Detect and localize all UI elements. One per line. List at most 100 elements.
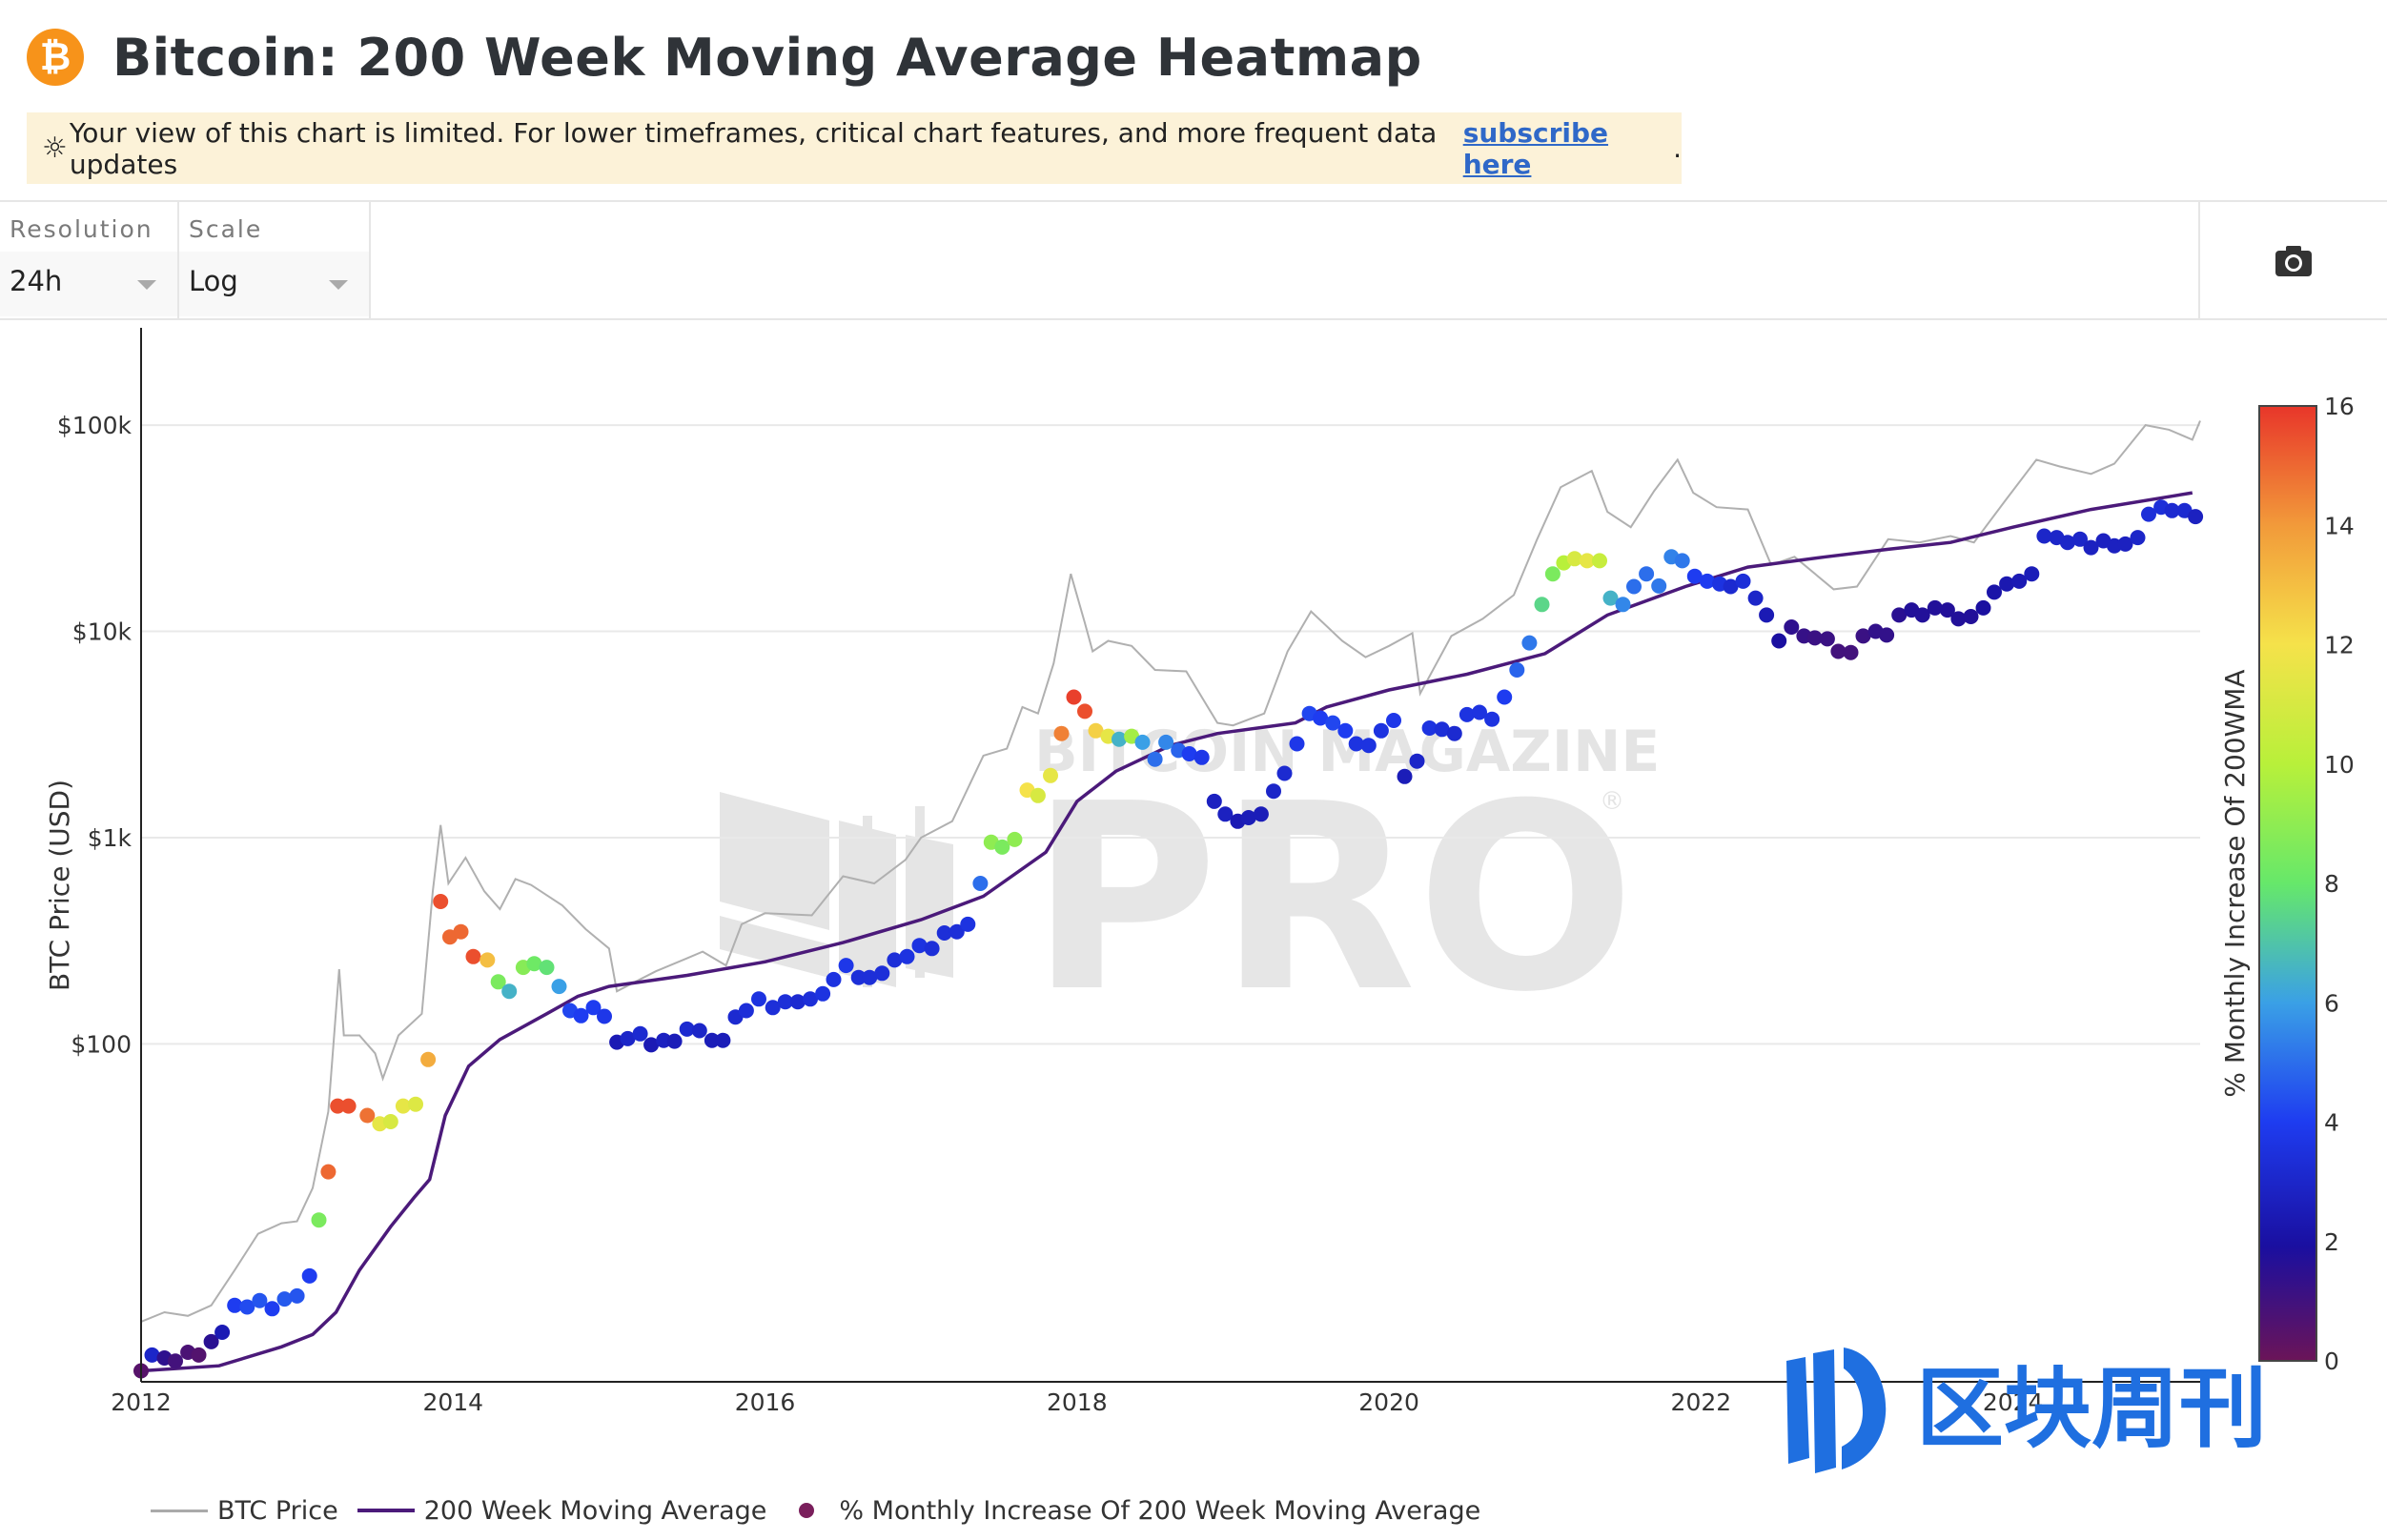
heatmap-point — [539, 960, 555, 976]
legend-item-btc-price[interactable]: BTC Price — [151, 1496, 338, 1526]
heatmap-point — [1147, 751, 1163, 767]
heatmap-point — [803, 991, 818, 1007]
scale-label: Scale — [189, 215, 263, 243]
legend-swatch — [357, 1509, 415, 1512]
heatmap-point — [1472, 704, 1487, 720]
heatmap-point — [490, 974, 506, 990]
heatmap-point — [1053, 725, 1070, 741]
scale-control: Scale Log — [179, 202, 371, 320]
resolution-select[interactable]: 24h — [0, 252, 177, 316]
x-tick-label: 2024 — [1983, 1388, 2044, 1416]
colorbar-tick-label: 16 — [2324, 393, 2355, 420]
heatmap-point — [2011, 573, 2028, 589]
y-axis-title: BTC Price (USD) — [44, 780, 75, 991]
heatmap-point — [1771, 633, 1787, 649]
heatmap-point — [862, 969, 878, 985]
heatmap-point — [1181, 746, 1197, 761]
heatmap-point — [1421, 720, 1438, 736]
resolution-control: Resolution 24h — [0, 202, 179, 320]
heatmap-point — [1735, 573, 1751, 589]
heatmap-point — [1521, 635, 1538, 651]
heatmap-point — [1592, 553, 1607, 569]
page-title: Bitcoin: 200 Week Moving Average Heatmap — [112, 27, 1422, 88]
heatmap-point — [479, 952, 496, 968]
heatmap-point — [1963, 609, 1979, 624]
colorbar-tick-label: 14 — [2324, 512, 2355, 539]
heatmap-point — [573, 1007, 589, 1023]
heatmap-point — [1373, 722, 1389, 739]
heatmap-point — [994, 839, 1010, 855]
heatmap-point — [666, 1033, 683, 1049]
page-header: ₿ Bitcoin: 200 Week Moving Average Heatm… — [27, 23, 1422, 91]
heatmap-point — [289, 1287, 305, 1304]
legend-item-monthly-increase[interactable]: % Monthly Increase Of 200 Week Moving Av… — [785, 1496, 1480, 1526]
bitcoin-logo-icon: ₿ — [27, 29, 84, 86]
heatmap-point — [1914, 607, 1930, 623]
heatmap-point — [1843, 644, 1859, 660]
heatmap-point — [1360, 738, 1377, 754]
chevron-down-icon — [329, 280, 348, 290]
heatmap-point — [765, 1000, 781, 1016]
chevron-down-icon — [137, 280, 156, 290]
heatmap-point — [972, 876, 989, 891]
corner-logo: 区块周刊 — [1786, 1348, 2267, 1473]
heatmap-point — [1459, 706, 1475, 722]
y-tick-label: $100k — [57, 412, 133, 439]
colorbar-tick-label: 0 — [2324, 1348, 2339, 1375]
x-tick-label: 2016 — [735, 1388, 796, 1416]
x-tick-label: 2022 — [1671, 1388, 1732, 1416]
heatmap-point — [465, 948, 481, 964]
heatmap-point — [501, 983, 518, 1000]
colorbar-tick-label: 8 — [2324, 870, 2339, 898]
heatmap-point — [715, 1032, 731, 1048]
scale-select[interactable]: Log — [179, 252, 369, 316]
heatmap-point — [433, 894, 449, 909]
heatmap-point — [239, 1299, 255, 1315]
heatmap-point — [1579, 553, 1595, 569]
heatmap-point — [1879, 627, 1895, 643]
heatmap-point — [936, 925, 952, 941]
heatmap-point — [408, 1096, 423, 1112]
legend-label: 200 Week Moving Average — [423, 1495, 767, 1526]
screenshot-button[interactable] — [2198, 202, 2387, 320]
heatmap-point — [1397, 768, 1413, 784]
heatmap-point — [1723, 578, 1739, 595]
heatmap-point — [1194, 749, 1210, 765]
heatmap-point — [2036, 528, 2052, 544]
heatmap-point — [1206, 793, 1222, 809]
resolution-value: 24h — [10, 265, 63, 297]
heatmap-point — [276, 1291, 293, 1307]
heatmap-point — [214, 1325, 231, 1340]
heatmap-point — [632, 1025, 648, 1042]
heatmap-point — [1446, 725, 1462, 741]
watermark-main-text: PRO — [1030, 748, 1635, 1048]
heatmap-point — [2083, 539, 2099, 556]
heatmap-point — [264, 1301, 280, 1317]
heatmap-point — [597, 1008, 612, 1024]
heatmap-point — [191, 1347, 207, 1363]
heatmap-point — [1626, 578, 1642, 595]
legend-label: % Monthly Increase Of 200 Week Moving Av… — [839, 1495, 1481, 1526]
heatmap-point — [1950, 611, 1967, 627]
subscribe-link[interactable]: subscribe here — [1462, 116, 1609, 180]
heatmap-point — [1043, 767, 1058, 783]
banner-text: Your view of this chart is limited. For … — [69, 116, 1438, 180]
heatmap-point — [838, 958, 854, 974]
heatmap-point — [911, 938, 928, 954]
colorbar-title: % Monthly Increase Of 200WMA — [2219, 669, 2251, 1097]
heatmap-point — [1819, 631, 1835, 647]
legend-item-200wma[interactable]: 200 Week Moving Average — [357, 1495, 767, 1526]
watermark-registered-mark: ® — [1600, 787, 1624, 816]
heatmap-point — [789, 994, 806, 1010]
heatmap-point — [320, 1164, 337, 1180]
colorbar-tick-label: 12 — [2324, 632, 2355, 659]
heatmap-point — [924, 941, 940, 957]
heatmap-point — [144, 1347, 160, 1363]
heatmap-point — [359, 1107, 376, 1124]
heatmap-point — [330, 1098, 346, 1114]
colorbar-tick-label: 10 — [2324, 751, 2355, 779]
heatmap-point — [874, 965, 890, 982]
heatmap-point — [1806, 630, 1823, 646]
heatmap-point — [1784, 619, 1800, 635]
y-tick-label: $1k — [88, 824, 133, 852]
